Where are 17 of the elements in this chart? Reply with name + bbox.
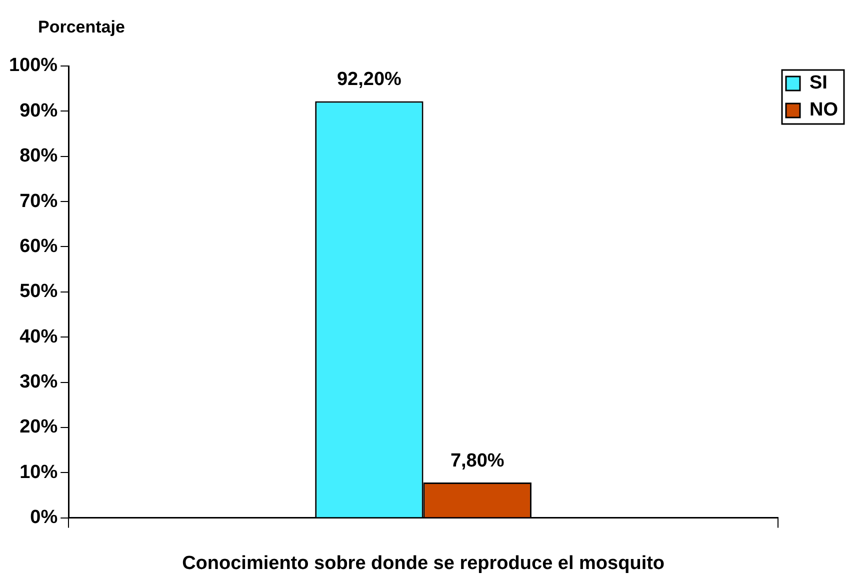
y-axis-title: Porcentaje: [38, 18, 125, 37]
data-label: 7,80%: [450, 450, 504, 472]
y-tick-label: 100%: [8, 55, 58, 76]
y-tick-label: 40%: [20, 326, 58, 348]
y-tick-label: 30%: [20, 371, 58, 392]
y-tick-label: 50%: [20, 281, 58, 302]
legend-label: NO: [810, 100, 838, 121]
data-label: 92,20%: [336, 68, 402, 90]
y-tick-label: 0%: [30, 507, 58, 528]
x-axis-title: Conocimiento sobre donde se reproduce el mosquito: [182, 552, 665, 574]
y-tick-label: 60%: [20, 236, 58, 257]
y-tick-label: 70%: [20, 190, 58, 212]
y-tick-label: 20%: [20, 416, 58, 438]
legend-label: SI: [810, 72, 828, 94]
y-tick-label: 10%: [20, 462, 58, 483]
y-tick-label: 90%: [20, 100, 58, 122]
y-tick-label: 80%: [20, 146, 58, 167]
